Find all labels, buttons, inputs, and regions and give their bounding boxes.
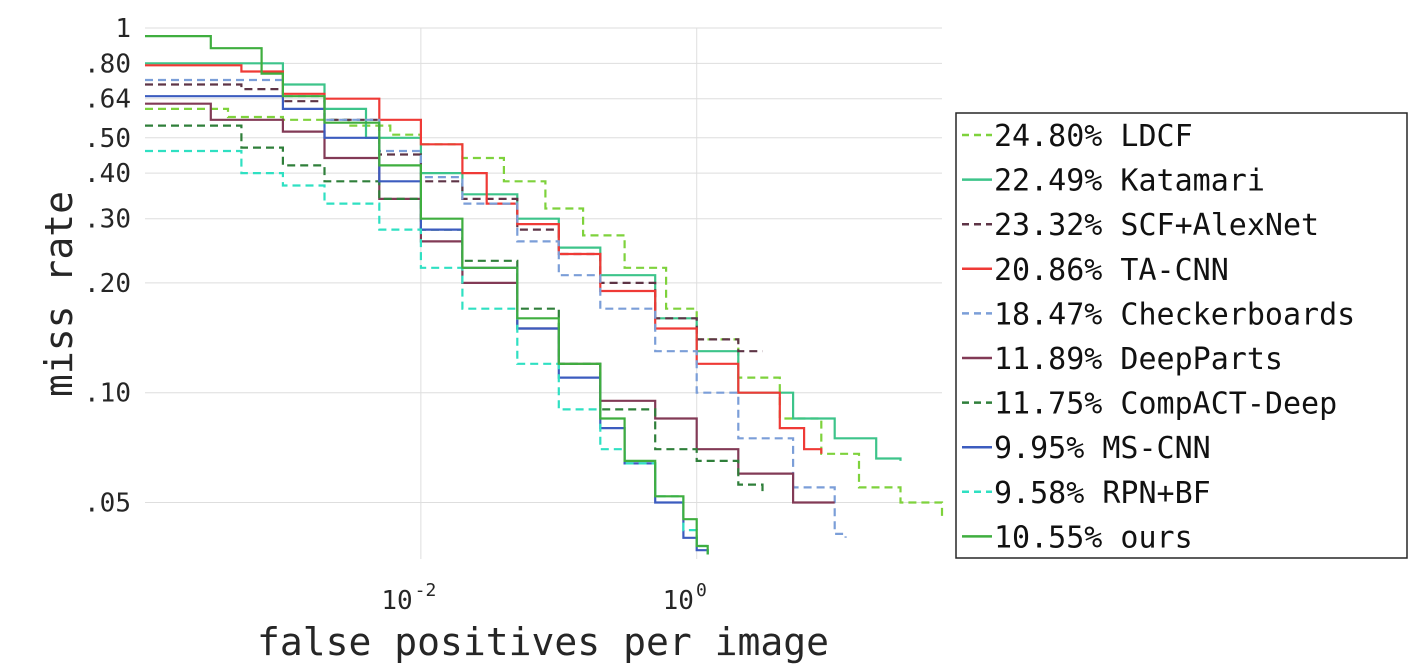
series-line <box>145 83 763 353</box>
y-tick-label: .64 <box>84 85 131 115</box>
y-tick-label: .10 <box>84 379 131 409</box>
legend-label: 24.80% LDCF <box>994 119 1193 154</box>
legend-label: 9.58% RPN+BF <box>994 476 1211 511</box>
y-tick-label: .20 <box>84 269 131 299</box>
x-tick-label: 10 0 <box>663 580 707 616</box>
legend-label: 20.86% TA-CNN <box>994 253 1229 288</box>
legend-label: 11.75% CompACT-Deep <box>994 387 1337 422</box>
grid-lines <box>145 27 942 559</box>
series-line <box>145 35 709 555</box>
plot-frame <box>145 28 942 559</box>
series-lines <box>145 35 944 555</box>
y-axis-title: miss rate <box>37 191 81 397</box>
legend-label: 23.32% SCF+AlexNet <box>994 208 1319 243</box>
x-tick-exponent: 0 <box>696 580 707 601</box>
y-tick-label: .50 <box>84 124 131 154</box>
y-tick-label: .80 <box>84 49 131 79</box>
legend-label: 10.55% ours <box>994 520 1193 555</box>
legend-label: 9.95% MS-CNN <box>994 431 1211 466</box>
y-tick-label: .40 <box>84 159 131 189</box>
y-tick-label: .30 <box>84 205 131 235</box>
legend-box <box>955 112 1408 559</box>
x-axis-title: false positives per image <box>257 620 829 664</box>
legend-items: 24.80% LDCF 22.49% Katamari 23.32% SCF+Ale… <box>962 119 1355 555</box>
legend-label: 18.47% Checkerboards <box>994 297 1355 332</box>
legend: 24.80% LDCF 22.49% Katamari 23.32% SCF+Ale… <box>955 112 1408 559</box>
y-tick-label: .05 <box>84 489 131 519</box>
legend-label: 11.89% DeepParts <box>994 342 1283 377</box>
x-tick-exponent: -2 <box>415 580 437 601</box>
y-tick-label: 1 <box>115 14 131 44</box>
legend-label: 22.49% Katamari <box>994 164 1265 199</box>
series-line <box>145 62 902 461</box>
